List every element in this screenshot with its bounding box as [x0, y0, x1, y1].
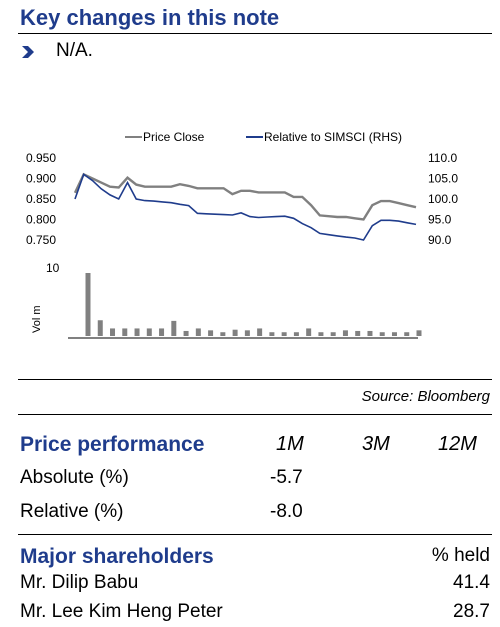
relative-1m: -8.0: [270, 501, 303, 522]
row-label-absolute: Absolute (%): [20, 467, 129, 488]
chevron-right-icon: [22, 46, 34, 58]
volume-bar: [85, 273, 91, 336]
volume-bar: [404, 332, 410, 336]
chart-bottom-divider: [18, 379, 492, 380]
price-close-line: [73, 172, 417, 221]
volume-bar: [122, 328, 128, 336]
shareholder-name: Mr. Dilip Babu: [20, 572, 139, 593]
source-divider: [18, 414, 492, 415]
volume-axis-tick: 10: [46, 261, 60, 275]
legend-label-relative: Relative to SIMSCI (RHS): [264, 130, 402, 144]
volume-bar: [134, 328, 140, 336]
left-tick-label: 0.900: [26, 172, 56, 186]
volume-bar: [195, 328, 201, 336]
right-tick-label: 110.0: [428, 151, 457, 165]
shareholder-held: 28.7: [453, 601, 490, 622]
list-item: Mr. Lee Kim Heng Peter 28.7: [20, 601, 490, 625]
volume-bar: [342, 330, 348, 336]
shareholders-header: Major shareholders % held: [20, 545, 490, 571]
volume-bar: [355, 330, 361, 336]
volume-bar: [97, 320, 103, 336]
volume-bar: [306, 328, 312, 336]
shareholders-title: Major shareholders: [20, 545, 214, 568]
volume-bar: [330, 332, 336, 336]
performance-divider: [18, 534, 492, 535]
chart-legend: Price Close Relative to SIMSCI (RHS): [125, 130, 402, 144]
volume-bar: [171, 320, 177, 336]
shareholder-name: Mr. Lee Kim Heng Peter: [20, 601, 223, 622]
list-item: Mr. Dilip Babu 41.4: [20, 572, 490, 596]
held-label: % held: [431, 545, 490, 566]
volume-bar: [379, 332, 385, 336]
volume-bar: [318, 332, 324, 336]
key-changes-divider: [18, 33, 492, 34]
col-1m: 1M: [276, 433, 304, 455]
relative-line: [74, 173, 417, 241]
volume-bar: [232, 329, 238, 336]
right-tick-label: 95.0: [428, 213, 452, 227]
volume-bar: [220, 332, 226, 336]
volume-bar: [257, 328, 263, 336]
shareholder-held: 41.4: [453, 572, 490, 593]
volume-bar: [367, 330, 373, 336]
right-tick-label: 105.0: [428, 172, 458, 186]
right-tick-label: 100.0: [428, 192, 458, 206]
price-performance-title: Price performance: [20, 433, 205, 456]
volume-bar: [208, 330, 214, 336]
col-3m: 3M: [362, 433, 390, 455]
volume-bar: [269, 332, 275, 336]
volume-bar: [391, 332, 397, 336]
absolute-1m: -5.7: [270, 467, 303, 488]
row-label-relative: Relative (%): [20, 501, 124, 522]
price-performance-header: Price performance 1M 3M 12M: [20, 433, 490, 459]
col-12m: 12M: [438, 433, 477, 455]
table-row: Relative (%) -8.0: [20, 501, 490, 525]
price-chart: Price Close Relative to SIMSCI (RHS) 0.9…: [26, 130, 458, 339]
volume-bar: [244, 330, 250, 336]
table-row: Absolute (%) -5.7: [20, 467, 490, 491]
left-tick-label: 0.750: [26, 233, 56, 247]
left-tick-label: 0.800: [26, 213, 56, 227]
volume-bar: [110, 328, 116, 336]
volume-bar: [183, 330, 189, 336]
left-tick-label: 0.950: [26, 151, 56, 165]
left-tick-label: 0.850: [26, 192, 56, 206]
source-text: Source: Bloomberg: [361, 388, 490, 405]
legend-label-price: Price Close: [143, 130, 205, 144]
key-changes-title: Key changes in this note: [20, 5, 280, 30]
volume-bar: [416, 330, 422, 336]
volume-bar: [159, 328, 165, 336]
right-tick-label: 90.0: [428, 233, 452, 247]
key-changes-text: N/A.: [56, 40, 93, 61]
volume-bar: [146, 328, 152, 336]
volume-bar: [293, 332, 299, 336]
volume-bar: [281, 332, 287, 336]
volume-axis-label: Vol m: [31, 305, 43, 333]
